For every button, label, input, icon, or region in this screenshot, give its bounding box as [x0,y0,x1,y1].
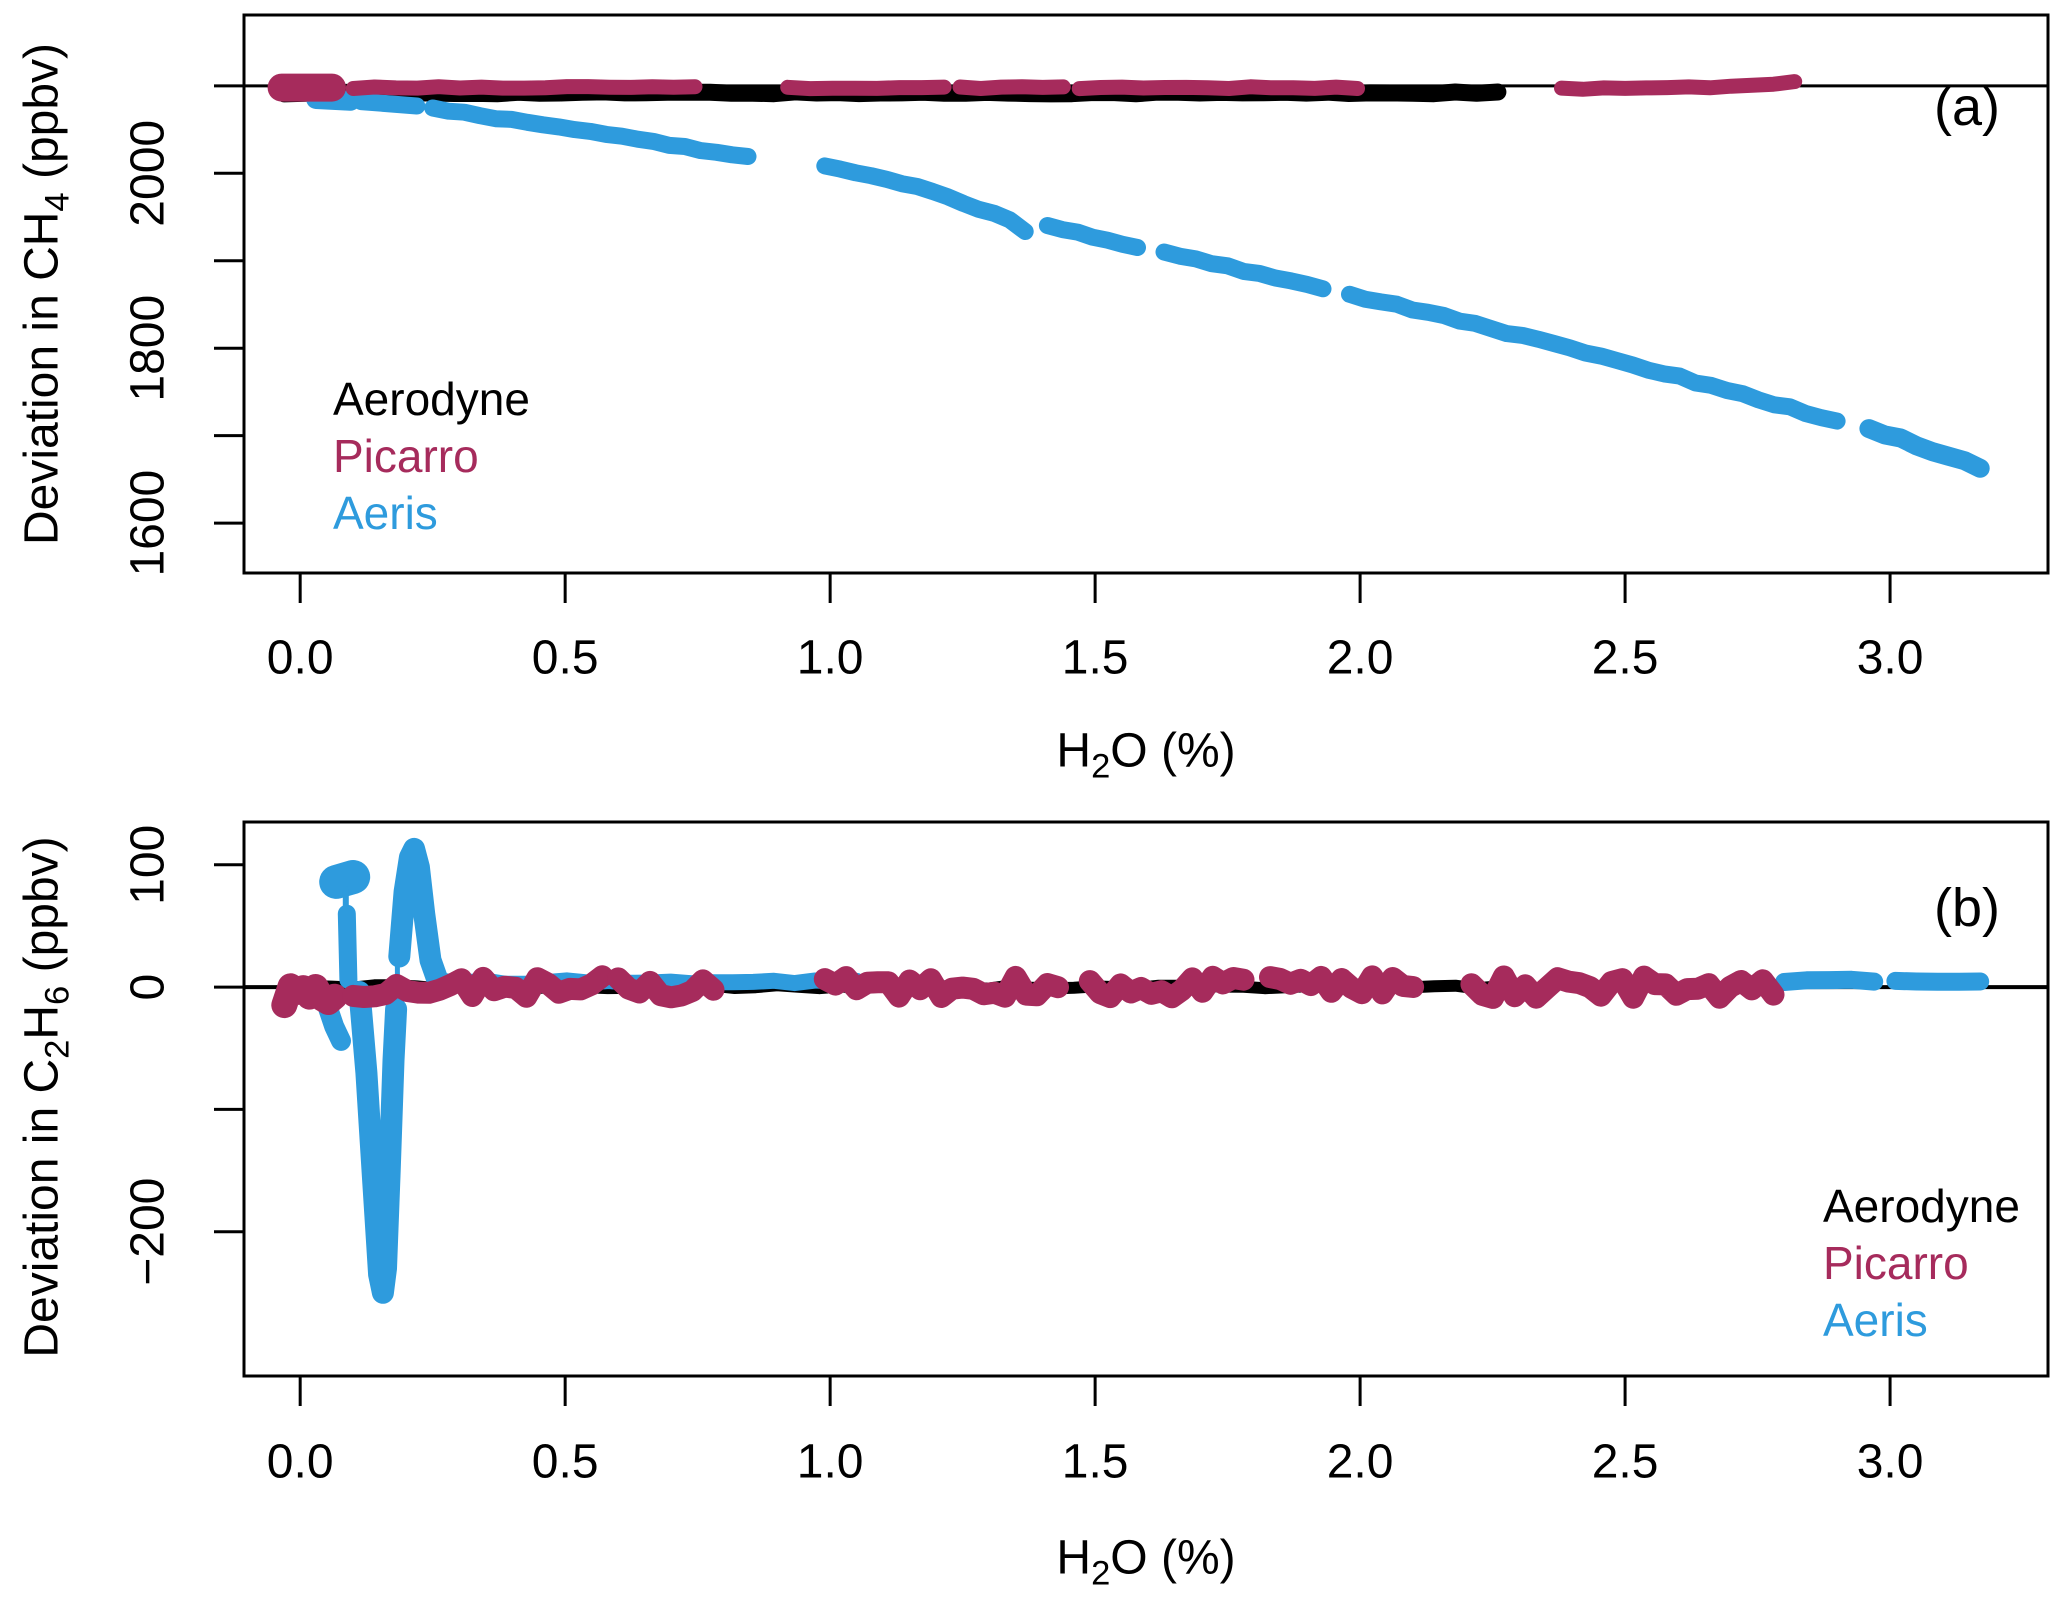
y-axis-title-panel-b: Deviation in C2H6 (ppbv) [15,836,77,1358]
y-tick-label: 1800 [122,295,175,402]
legend-item-aeris: Aeris [333,487,438,539]
legend-item-aeris: Aeris [1823,1294,1928,1346]
x-tick-label: 2.0 [1327,632,1394,685]
series-aeris-segment [319,860,371,899]
series-picarro-segment [271,973,348,1019]
series-aeris-segment [1155,243,1332,298]
legend-item-picarro: Picarro [333,430,479,482]
x-tick-label: 0.5 [532,1436,599,1489]
legend-item-aerodyne: Aerodyne [1823,1180,2020,1232]
y-tick-label: 2000 [122,120,175,227]
y-tick-label: 100 [122,825,175,905]
x-tick-label: 2.5 [1592,1436,1659,1489]
y-tick-label: 0 [122,974,175,1001]
series-aeris-segment [1038,217,1146,256]
panel-border-a [242,13,2050,575]
x-tick-label: 0.5 [532,632,599,685]
series-picarro-segment [345,79,703,96]
series-aeris-segment [424,99,757,165]
series-picarro-segment [813,965,1069,1008]
series-aeris-segment [1859,419,1990,478]
x-tick-label: 1.0 [797,632,864,685]
series-picarro-segment [952,79,1071,96]
y-axis-title-panel-a: Deviation in CH4 (ppbv) [15,42,77,546]
series-aeris-segment [388,837,449,991]
series-picarro-segment [1554,74,1803,97]
legend-item-aerodyne: Aerodyne [333,373,530,425]
legend-item-picarro: Picarro [1823,1237,1969,1289]
x-tick-label: 1.5 [1062,632,1129,685]
x-axis-title-panel-a: H2O (%) [1056,724,1236,786]
x-axis-title-panel-b: H2O (%) [1056,1531,1236,1593]
series-aeris-segment [816,157,1034,240]
panel-tag-a: (a) [1934,77,2000,137]
x-tick-label: 0.0 [267,1436,334,1489]
x-tick-label: 3.0 [1857,632,1924,685]
panel-border-b [242,820,2050,1378]
series-picarro-segment [1078,965,1255,1009]
series-aeris-segment [348,981,408,1304]
series-picarro-segment [1460,965,1785,1009]
legend-panel-a: Aerodyne Picarro Aeris [333,371,530,542]
y-tick-label: −200 [122,1178,175,1286]
x-tick-label: 0.0 [267,632,334,685]
legend-panel-b: Aerodyne Picarro Aeris [1823,1178,2020,1349]
series-aeris-segment [337,904,358,989]
x-tick-label: 1.5 [1062,1436,1129,1489]
series-aeris-segment [352,93,426,115]
series-picarro-segment [780,79,952,97]
x-tick-label: 3.0 [1857,1436,1924,1489]
series-aeris-segment [1775,970,1884,991]
series-aeris-segment [1886,971,1990,991]
series-picarro-segment [1071,79,1365,97]
x-tick-label: 1.0 [797,1436,864,1489]
x-tick-label: 2.5 [1592,632,1659,685]
series-picarro-segment [607,967,725,1009]
series-picarro-segment [1259,965,1425,1005]
series-aeris-segment [1341,285,1846,430]
series-picarro-segment [342,965,614,1008]
x-tick-label: 2.0 [1327,1436,1394,1489]
panel-tag-b: (b) [1934,878,2000,938]
y-tick-label: 1600 [122,470,175,577]
